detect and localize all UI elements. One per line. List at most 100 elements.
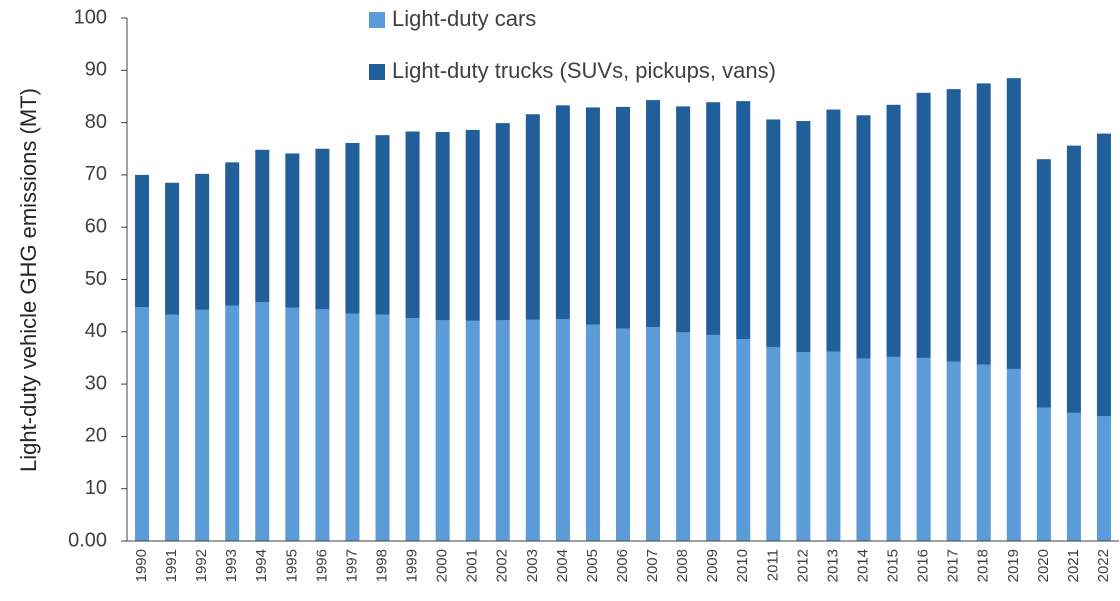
bar-segment (826, 351, 841, 541)
bar-segment (1066, 412, 1081, 541)
bar-segment (225, 305, 240, 541)
y-tick-label: 50 (85, 268, 107, 290)
x-tick-label: 2019 (1005, 549, 1022, 582)
y-tick-label: 60 (85, 215, 107, 237)
bar-segment (736, 339, 751, 541)
x-tick-label: 1993 (223, 549, 240, 582)
legend-label: Light-duty trucks (SUVs, pickups, vans) (392, 58, 776, 83)
y-tick-label: 10 (85, 477, 107, 499)
bar-segment (976, 83, 991, 365)
x-tick-label: 2008 (674, 549, 691, 582)
y-tick-label: 0.00 (68, 529, 107, 551)
x-tick-label: 2005 (584, 549, 601, 582)
x-tick-label: 2021 (1065, 549, 1082, 582)
bar-segment (435, 132, 450, 321)
x-tick-label: 2020 (1035, 549, 1052, 582)
x-tick-label: 2001 (464, 549, 481, 582)
bar-segment (285, 153, 300, 308)
x-tick-label: 2022 (1095, 549, 1112, 582)
bar-segment (495, 123, 510, 321)
y-tick-label: 20 (85, 425, 107, 447)
bar-segment (616, 106, 630, 329)
x-tick-label: 2017 (945, 549, 962, 582)
x-tick-label: 2007 (644, 549, 661, 582)
bar-segment (826, 109, 841, 352)
bar-segment (195, 309, 210, 541)
bar-segment (676, 332, 691, 541)
bar-segment (1096, 133, 1111, 417)
bar-segment (375, 314, 390, 541)
bar-segment (315, 309, 330, 541)
bar-segment (465, 129, 480, 321)
y-tick-label: 90 (85, 59, 107, 81)
y-tick-label: 80 (85, 111, 107, 133)
bar-segment (135, 174, 150, 308)
y-tick-label: 70 (85, 163, 107, 185)
x-tick-label: 1995 (283, 549, 300, 582)
bar-segment (255, 149, 270, 302)
x-tick-label: 2016 (915, 549, 932, 582)
bar-segment (766, 119, 781, 347)
x-tick-label: 2013 (824, 549, 841, 582)
bar-segment (946, 89, 961, 362)
bar-segment (405, 318, 420, 541)
x-tick-label: 2015 (885, 549, 902, 582)
bar-segment (555, 105, 570, 320)
bar-segment (345, 313, 360, 541)
bar-segment (946, 361, 961, 541)
bar-segment (465, 320, 480, 541)
bar-segment (1036, 407, 1051, 541)
bar-segment (405, 131, 420, 319)
bar-segment (1006, 78, 1021, 369)
x-tick-label: 2018 (975, 549, 992, 582)
bar-segment (796, 121, 811, 353)
bar-segment (315, 148, 330, 310)
bar-segment (525, 319, 540, 541)
bar-segment (555, 319, 570, 541)
x-tick-label: 2000 (434, 549, 451, 582)
x-tick-label: 1999 (404, 549, 421, 582)
bar-segment (1006, 368, 1021, 541)
bar-segment (796, 352, 811, 541)
bar-segment (165, 182, 180, 315)
bar-segment (195, 173, 210, 310)
x-tick-label: 1996 (313, 549, 330, 582)
x-tick-label: 1991 (163, 549, 180, 582)
y-tick-label: 40 (85, 320, 107, 342)
bar-segment (165, 314, 180, 541)
x-tick-label: 1992 (193, 549, 210, 582)
bar-segment (856, 115, 871, 359)
y-axis-title: Light-duty vehicle GHG emissions (MT) (16, 88, 41, 472)
x-tick-label: 2004 (554, 549, 571, 582)
bar-segment (616, 328, 630, 541)
bar-segment (1066, 145, 1081, 413)
x-tick-label: 1997 (343, 549, 360, 582)
bar-segment (1036, 159, 1051, 408)
bar-segment (766, 346, 781, 541)
bar-segment (495, 320, 510, 541)
x-tick-label: 2002 (494, 549, 511, 582)
bar-segment (676, 106, 691, 333)
legend-swatch (369, 12, 385, 28)
bar-segment (646, 100, 661, 328)
x-tick-label: 2014 (854, 549, 871, 582)
bar-segment (285, 307, 300, 541)
x-tick-label: 2006 (614, 549, 631, 582)
bar-segment (886, 104, 901, 357)
bar-segment (525, 114, 540, 320)
bar-segment (375, 135, 390, 315)
legend-swatch (369, 64, 385, 80)
bar-segment (976, 364, 991, 541)
y-tick-label: 100 (74, 6, 107, 28)
bar-segment (435, 320, 450, 541)
bar-segment (706, 102, 721, 335)
y-tick-label: 30 (85, 372, 107, 394)
bar-segment (1096, 416, 1111, 541)
x-tick-label: 1994 (253, 549, 270, 582)
x-tick-label: 1990 (133, 549, 150, 582)
bar-segment (856, 358, 871, 541)
bar-segment (135, 307, 150, 541)
bar-segment (255, 301, 270, 541)
